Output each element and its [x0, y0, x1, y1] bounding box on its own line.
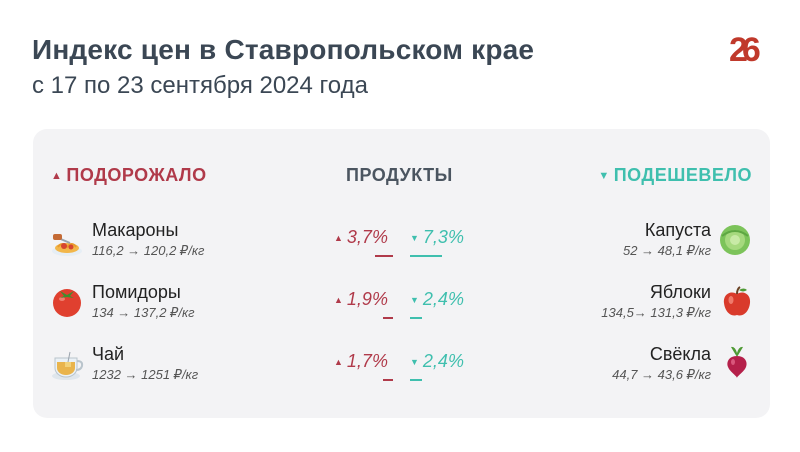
product-price-down: 52 → 48,1 ₽/кг [622, 243, 711, 258]
decrease-bar [410, 317, 422, 319]
product-row: Чай 1232 → 1251 ₽/кг ▲ 1,7% ▼ 2,4% Свёкла … [0, 336, 800, 396]
apple-icon [723, 286, 751, 316]
triangle-up-icon: ▲ [51, 170, 63, 182]
page-subtitle: с 17 по 23 сентября 2024 года [32, 72, 368, 99]
header-price-down: ▼ ПОДЕШЕВЕЛО [598, 165, 752, 185]
page-title: Индекс цен в Ставропольском крае [32, 34, 535, 65]
increase-bar [383, 379, 393, 381]
triangle-up-icon: ▲ [334, 357, 343, 367]
product-name-down: Капуста [644, 220, 711, 240]
price-panel [33, 129, 770, 418]
product-price-down: 134,5→ 131,3 ₽/кг [601, 305, 711, 320]
product-price-down: 44,7 → 43,6 ₽/кг [612, 367, 711, 382]
product-row: Помидоры 134 → 137,2 ₽/кг ▲ 1,9% ▼ 2,4% Яб… [0, 274, 800, 334]
triangle-down-icon: ▼ [410, 357, 419, 367]
pasta-icon [52, 234, 82, 256]
increase-percent: ▲ 3,7% [334, 227, 388, 247]
decrease-percent: ▼ 2,4% [410, 351, 464, 371]
decrease-percent: ▼ 7,3% [410, 227, 464, 247]
decrease-bar [410, 255, 442, 257]
decrease-percent: ▼ 2,4% [410, 289, 464, 309]
triangle-up-icon: ▲ [334, 233, 343, 243]
beet-icon [727, 346, 747, 378]
triangle-down-icon: ▼ [410, 233, 419, 243]
product-price-up: 1232 → 1251 ₽/кг [92, 367, 199, 382]
tea-icon [52, 351, 84, 380]
product-row: Макароны 116,2 → 120,2 ₽/кг ▲ 3,7% ▼ 7,3% … [0, 212, 800, 272]
triangle-down-icon: ▼ [598, 170, 610, 182]
increase-percent: ▲ 1,7% [334, 351, 388, 371]
product-price-up: 134 → 137,2 ₽/кг [92, 305, 195, 320]
tomato-icon [53, 289, 81, 317]
product-name-down: Свёкла [649, 344, 711, 364]
decrease-bar [410, 379, 422, 381]
product-name-up: Помидоры [92, 282, 181, 302]
triangle-down-icon: ▼ [410, 295, 419, 305]
triangle-up-icon: ▲ [334, 295, 343, 305]
increase-percent: ▲ 1,9% [334, 289, 388, 309]
increase-bar [383, 317, 393, 319]
product-name-down: Яблоки [649, 282, 711, 302]
product-name-up: Макароны [92, 220, 179, 240]
logo-26-icon: 26 [729, 31, 766, 69]
product-name-up: Чай [92, 344, 125, 364]
cabbage-icon [720, 225, 750, 255]
svg-text:26: 26 [729, 31, 760, 69]
header-products: ПРОДУКТЫ [346, 165, 453, 185]
increase-bar [375, 255, 393, 257]
product-price-up: 116,2 → 120,2 ₽/кг [92, 243, 205, 258]
header-price-up: ▲ ПОДОРОЖАЛО [51, 165, 207, 185]
